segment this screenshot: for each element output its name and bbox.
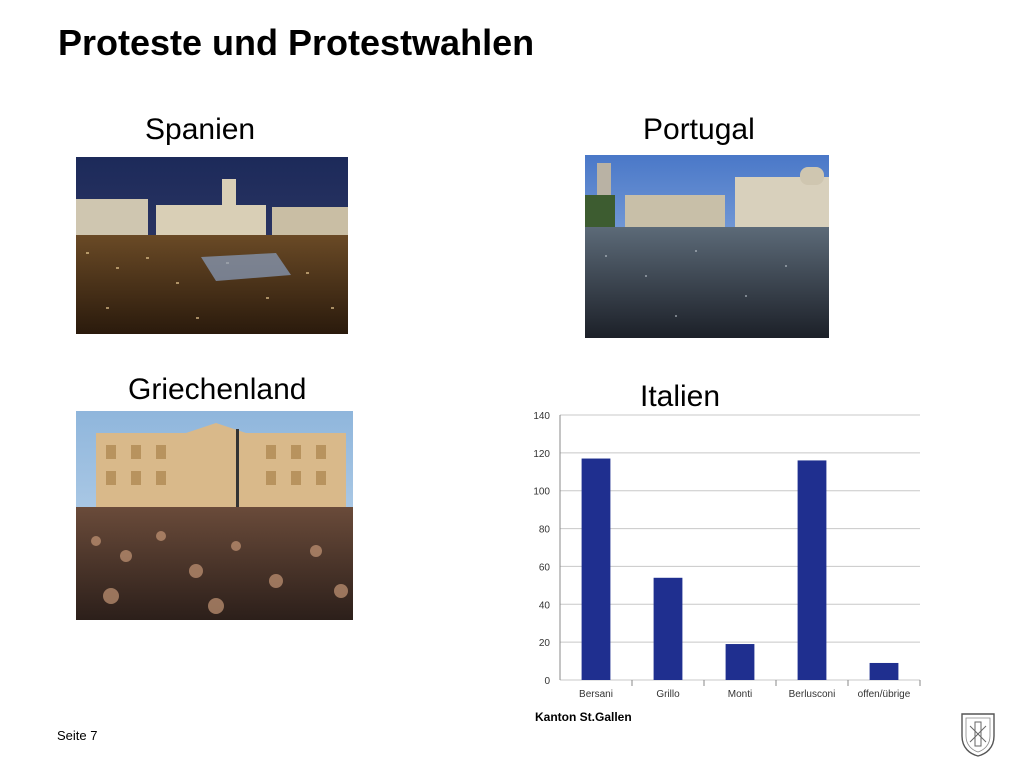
y-tick-label: 80 — [539, 525, 551, 536]
y-tick-label: 20 — [539, 638, 551, 649]
bar-offen-brige — [869, 662, 899, 680]
y-tick-label: 60 — [539, 562, 551, 573]
x-tick-label: offen/übrige — [858, 689, 911, 700]
italy-election-chart: 0 20 40 60 80 100 120 140 Bersani Grillo Monti Berl… — [528, 405, 928, 705]
caption-portugal: Portugal — [643, 113, 755, 146]
bar-bersani — [581, 458, 611, 680]
caption-spain: Spanien — [145, 113, 256, 146]
y-tick-label: 140 — [533, 411, 550, 422]
greece-protest-photo — [76, 411, 353, 620]
bar-monti — [725, 644, 755, 680]
bar-grillo — [653, 577, 683, 680]
page-number: Seite 7 — [57, 728, 98, 743]
x-tick-label: Bersani — [579, 689, 613, 700]
slide-title: Proteste und Protestwahlen — [58, 22, 535, 63]
bar-berlusconi — [797, 460, 827, 680]
spain-protest-photo — [76, 157, 348, 334]
x-tick-label: Berlusconi — [789, 689, 836, 700]
y-tick-label: 40 — [539, 600, 551, 611]
x-tick-label: Monti — [728, 689, 752, 700]
canton-st-gallen-crest-icon — [958, 710, 998, 758]
y-tick-label: 100 — [533, 487, 550, 498]
caption-greece: Griechenland — [128, 373, 307, 406]
x-tick-label: Grillo — [656, 689, 680, 700]
y-tick-label: 0 — [544, 676, 550, 687]
source-label: Kanton St.Gallen — [535, 710, 632, 724]
portugal-protest-photo — [585, 155, 829, 338]
caption-italy: Italien — [640, 380, 721, 413]
y-tick-label: 120 — [533, 449, 550, 460]
